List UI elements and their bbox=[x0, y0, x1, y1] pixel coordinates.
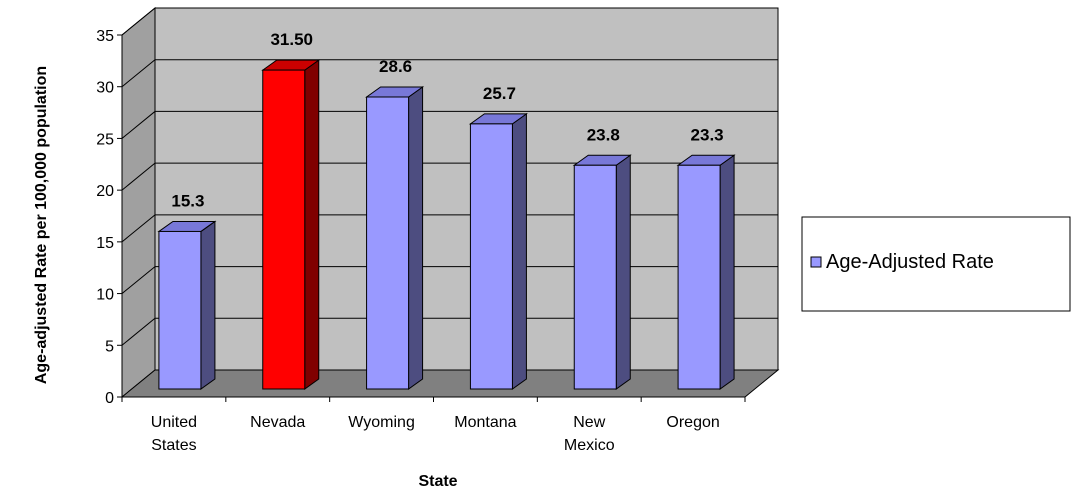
bar-front bbox=[158, 230, 202, 390]
bar bbox=[468, 112, 528, 390]
gridline bbox=[121, 317, 778, 346]
x-tick-label: Mexico bbox=[564, 437, 615, 454]
legend-box bbox=[801, 216, 1071, 312]
y-tick-label: 15 bbox=[96, 235, 114, 252]
x-axis-title: State bbox=[418, 473, 457, 490]
x-tick-label: Nevada bbox=[250, 414, 305, 431]
bar-front bbox=[262, 69, 306, 390]
bar bbox=[676, 154, 736, 390]
bar-side bbox=[200, 220, 216, 390]
data-label: 28.6 bbox=[379, 57, 412, 76]
bars bbox=[157, 59, 736, 390]
axes bbox=[117, 34, 746, 402]
bar-side bbox=[408, 86, 424, 390]
data-label: 25.7 bbox=[483, 84, 516, 103]
x-tick-label: Oregon bbox=[666, 414, 719, 431]
y-tick-label: 0 bbox=[105, 390, 114, 407]
y-tick-label: 20 bbox=[96, 183, 114, 200]
bar-front bbox=[677, 164, 721, 390]
y-axis-title: Age-adjusted Rate per 100,000 population bbox=[33, 66, 50, 384]
bar bbox=[157, 220, 217, 390]
gridlines bbox=[121, 7, 778, 346]
tick-labels: 0 5 10 15 20 25 30 35 United States Nevada Wyoming M… bbox=[96, 28, 720, 454]
back-wall bbox=[154, 7, 779, 371]
data-label: 31.50 bbox=[270, 30, 313, 49]
x-tick-label: Wyoming bbox=[348, 414, 415, 431]
legend-entry: Age-Adjusted Rate bbox=[826, 251, 994, 273]
data-label: 23.8 bbox=[587, 125, 620, 144]
data-labels: 15.3 31.50 28.6 25.7 23.8 23.3 bbox=[171, 30, 723, 210]
y-tick-label: 10 bbox=[96, 287, 114, 304]
x-tick-label: Montana bbox=[454, 414, 516, 431]
y-tick-label: 30 bbox=[96, 80, 114, 97]
gridline bbox=[121, 110, 778, 139]
gridline bbox=[121, 162, 778, 191]
y-tick-label: 25 bbox=[96, 131, 114, 148]
bar bbox=[365, 86, 425, 390]
legend: Age-Adjusted Rate bbox=[801, 216, 1071, 312]
bar-side bbox=[511, 112, 527, 390]
bar-side bbox=[304, 59, 320, 390]
x-tick-label: United bbox=[151, 414, 197, 431]
side-wall bbox=[121, 6, 156, 399]
bar bbox=[572, 154, 632, 390]
gridline bbox=[121, 7, 778, 36]
y-tick-label: 35 bbox=[96, 28, 114, 45]
data-label: 15.3 bbox=[171, 191, 204, 210]
bar-side bbox=[719, 154, 735, 390]
gridline bbox=[121, 266, 778, 294]
bar-front bbox=[366, 96, 410, 390]
bar-front bbox=[573, 164, 617, 390]
x-tick-label: States bbox=[151, 437, 196, 454]
chart-walls bbox=[120, 6, 780, 399]
gridline bbox=[121, 59, 778, 88]
gridline bbox=[121, 214, 778, 243]
y-tick-label: 5 bbox=[105, 338, 114, 355]
bar-front bbox=[469, 123, 513, 390]
bar-side bbox=[615, 154, 631, 390]
bar bbox=[261, 59, 321, 390]
x-tick-label: New bbox=[573, 414, 605, 431]
legend-swatch bbox=[810, 256, 822, 268]
data-label: 23.3 bbox=[691, 125, 724, 144]
